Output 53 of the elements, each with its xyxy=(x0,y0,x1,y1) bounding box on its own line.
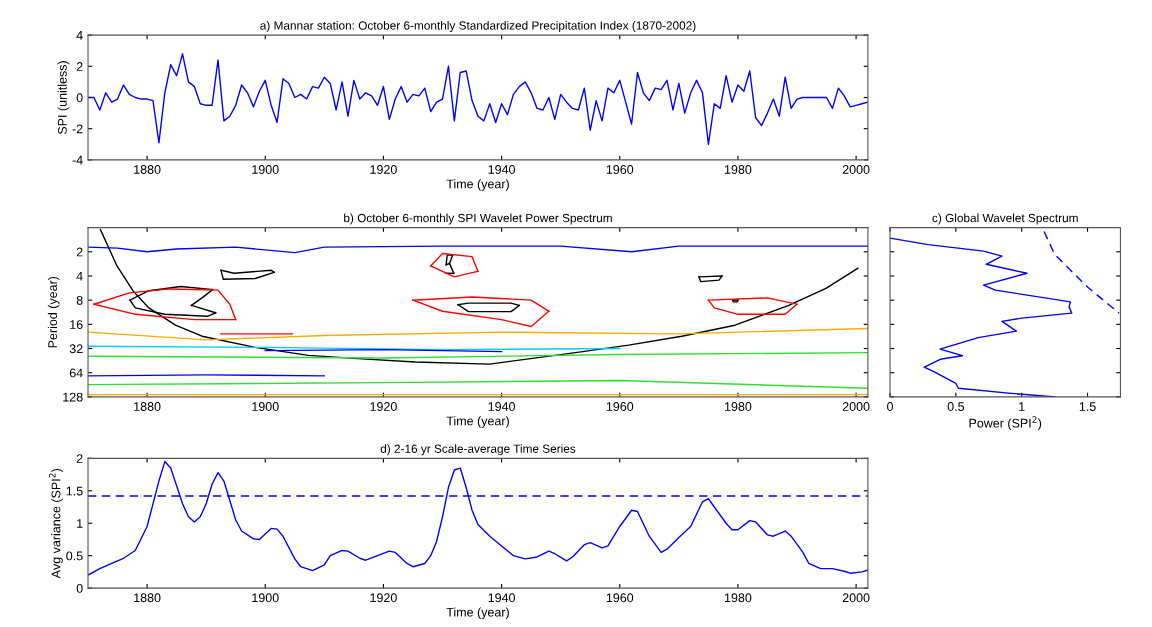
x-tick-label: 1960 xyxy=(606,165,634,174)
x-tick-label: 1940 xyxy=(488,165,516,174)
y-tick-label: 8 xyxy=(76,295,83,305)
x-tick-label: 1920 xyxy=(370,402,397,411)
y-tick-label: 64 xyxy=(69,368,83,378)
x-axis-title: Power (SPI$^{2}$) xyxy=(969,416,1042,431)
y-axis-title: Period (year) xyxy=(47,276,60,348)
y-tick-label: 1.5 xyxy=(66,486,83,496)
y-tick-label: 2 xyxy=(76,454,83,463)
x-tick-label: 2000 xyxy=(842,593,870,603)
x-tick-label: 1 xyxy=(1019,402,1025,411)
y-tick-label: 0 xyxy=(76,93,83,103)
x-axis-title: Time (year) xyxy=(446,607,509,620)
x-tick-label: 1.5 xyxy=(1079,402,1096,411)
x-tick-label: 1940 xyxy=(488,402,516,411)
x-tick-label: 1880 xyxy=(134,593,161,603)
y-axis-title: SPI (unitless) xyxy=(57,61,70,135)
x-tick-label: 1880 xyxy=(134,165,161,174)
x-tick-label: 0.5 xyxy=(947,402,965,411)
x-tick-label: 0 xyxy=(887,402,894,411)
y-tick-label: 0 xyxy=(76,583,83,593)
x-tick-label: 2000 xyxy=(842,165,870,174)
y-axis-title: Avg variance (SPI$^{2}$) xyxy=(49,468,63,579)
y-tick-label: 32 xyxy=(69,344,83,354)
x-tick-label: 1980 xyxy=(724,593,752,603)
y-tick-label: 2 xyxy=(76,62,83,71)
x-tick-label: 1880 xyxy=(134,402,161,411)
x-tick-label: 1900 xyxy=(252,593,279,603)
x-axis-title: Time (year) xyxy=(446,416,509,428)
chart-title: b) October 6-monthly SPI Wavelet Power Spectrum xyxy=(344,213,612,225)
y-tick-label: 0.5 xyxy=(66,551,83,561)
y-tick-label: 2 xyxy=(76,247,83,257)
x-axis-title: Time (year) xyxy=(446,179,509,191)
x-tick-label: 1920 xyxy=(370,165,397,174)
chart-title: d) 2-16 yr Scale-average Time Series xyxy=(380,444,576,456)
y-tick-label: 16 xyxy=(70,320,83,329)
x-tick-label: 1980 xyxy=(724,402,752,411)
x-tick-label: 1900 xyxy=(252,165,279,174)
y-tick-label: -2 xyxy=(72,124,83,134)
x-tick-label: 1940 xyxy=(488,593,516,603)
chart-title: a) Mannar station: October 6-monthly Standardized Precipitation Index (1870-2002) xyxy=(260,21,696,33)
y-tick-label: 4 xyxy=(76,271,83,281)
y-tick-label: 1 xyxy=(77,519,83,528)
y-tick-label: 128 xyxy=(63,392,83,402)
x-tick-label: 1960 xyxy=(606,402,634,411)
x-tick-label: 1960 xyxy=(606,593,634,603)
x-tick-label: 1900 xyxy=(252,402,279,411)
x-tick-label: 1920 xyxy=(370,593,397,603)
y-tick-label: 4 xyxy=(76,31,83,40)
chart-title: c) Global Wavelet Spectrum xyxy=(932,213,1078,225)
x-tick-label: 1980 xyxy=(724,165,752,174)
x-tick-label: 2000 xyxy=(842,402,870,411)
y-tick-label: -4 xyxy=(72,155,83,165)
